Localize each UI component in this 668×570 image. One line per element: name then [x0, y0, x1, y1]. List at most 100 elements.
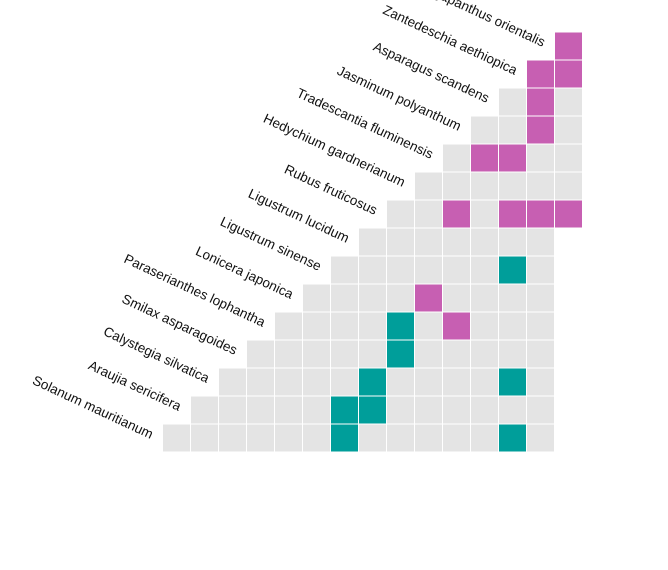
heatmap-cell	[219, 396, 246, 424]
heatmap-cell	[247, 368, 274, 396]
heatmap-cell	[471, 228, 498, 256]
heatmap-cell	[331, 312, 358, 340]
heatmap-cell	[275, 312, 302, 340]
heatmap-cell	[387, 312, 414, 340]
heatmap-cell	[443, 200, 470, 228]
heatmap-cell	[303, 340, 330, 368]
heatmap-cell	[555, 116, 582, 144]
heatmap-cell	[527, 340, 554, 368]
heatmap-cell	[527, 60, 554, 88]
heatmap-cell	[359, 368, 386, 396]
heatmap-cell	[387, 228, 414, 256]
heatmap-cell	[275, 368, 302, 396]
heatmap-cell	[443, 396, 470, 424]
heatmap-cell	[387, 424, 414, 452]
heatmap-cell	[443, 228, 470, 256]
heatmap-cell	[555, 200, 582, 228]
heatmap-cell	[415, 256, 442, 284]
heatmap-cell	[527, 228, 554, 256]
heatmap-cell	[527, 200, 554, 228]
heatmap-cell	[359, 340, 386, 368]
heatmap-cell	[471, 312, 498, 340]
heatmap-cell	[555, 32, 582, 60]
heatmap-cell	[527, 424, 554, 452]
heatmap-cell	[331, 396, 358, 424]
heatmap-cell	[471, 144, 498, 172]
heatmap-cell	[359, 228, 386, 256]
heatmap-cell	[303, 312, 330, 340]
heatmap-cell	[527, 368, 554, 396]
heatmap-cell	[415, 396, 442, 424]
heatmap-cell	[387, 256, 414, 284]
heatmap-cell	[499, 396, 526, 424]
heatmap-cell	[499, 116, 526, 144]
heatmap-cell	[443, 312, 470, 340]
heatmap-cell	[387, 368, 414, 396]
heatmap-cell	[303, 396, 330, 424]
heatmap-cell	[499, 200, 526, 228]
heatmap-cell	[247, 424, 274, 452]
heatmap-cell	[359, 256, 386, 284]
heatmap-cell	[303, 284, 330, 312]
heatmap-cell	[527, 284, 554, 312]
heatmap-cell	[527, 172, 554, 200]
heatmap-cell	[527, 256, 554, 284]
heatmap-cell	[359, 424, 386, 452]
heatmap-cell	[555, 172, 582, 200]
heatmap-cell	[415, 228, 442, 256]
heatmap-cell	[471, 200, 498, 228]
heatmap-cell	[499, 340, 526, 368]
heatmap-cell	[443, 368, 470, 396]
heatmap-cell	[359, 396, 386, 424]
heatmap-cell	[275, 396, 302, 424]
heatmap-cell	[555, 88, 582, 116]
heatmap-cell	[499, 228, 526, 256]
heatmap-cell	[331, 424, 358, 452]
heatmap-cell	[191, 424, 218, 452]
heatmap-cell	[331, 368, 358, 396]
heatmap-cell	[219, 368, 246, 396]
heatmap-cell	[527, 88, 554, 116]
heatmap-cell	[303, 424, 330, 452]
heatmap-cell	[499, 424, 526, 452]
heatmap-cell	[471, 256, 498, 284]
heatmap-cell	[331, 340, 358, 368]
heatmap-cell	[471, 116, 498, 144]
heatmap-cell	[387, 200, 414, 228]
heatmap-cell	[499, 312, 526, 340]
heatmap-cell	[527, 116, 554, 144]
heatmap-cell	[471, 284, 498, 312]
heatmap-cell	[163, 424, 190, 452]
heatmap-cell	[555, 144, 582, 172]
heatmap-cell	[443, 144, 470, 172]
heatmap-cell	[191, 396, 218, 424]
heatmap-cell	[303, 368, 330, 396]
heatmap-cell	[527, 396, 554, 424]
heatmap-cell	[219, 424, 246, 452]
heatmap-cell	[443, 172, 470, 200]
heatmap-cell	[443, 340, 470, 368]
heatmap-cell	[471, 396, 498, 424]
heatmap-cell	[443, 256, 470, 284]
heatmap-cell	[247, 340, 274, 368]
heatmap-cell	[499, 88, 526, 116]
heatmap-cell	[415, 312, 442, 340]
heatmap-cell	[359, 284, 386, 312]
heatmap-cell	[443, 284, 470, 312]
heatmap-cell	[499, 368, 526, 396]
heatmap-cell	[247, 396, 274, 424]
heatmap-cell	[471, 340, 498, 368]
heatmap-cell	[387, 284, 414, 312]
heatmap-cell	[499, 284, 526, 312]
heatmap-cell	[359, 312, 386, 340]
species-label: Hedychium gardnerianum	[261, 111, 407, 190]
heatmap-cell	[499, 144, 526, 172]
heatmap-cell	[471, 172, 498, 200]
heatmap-cell	[275, 340, 302, 368]
species-label: Paraserianthes lophantha	[122, 251, 268, 330]
heatmap-cell	[471, 368, 498, 396]
heatmap-cell	[331, 284, 358, 312]
heatmap-cell	[499, 256, 526, 284]
heatmap-cells	[163, 32, 582, 452]
heatmap-cell	[415, 172, 442, 200]
